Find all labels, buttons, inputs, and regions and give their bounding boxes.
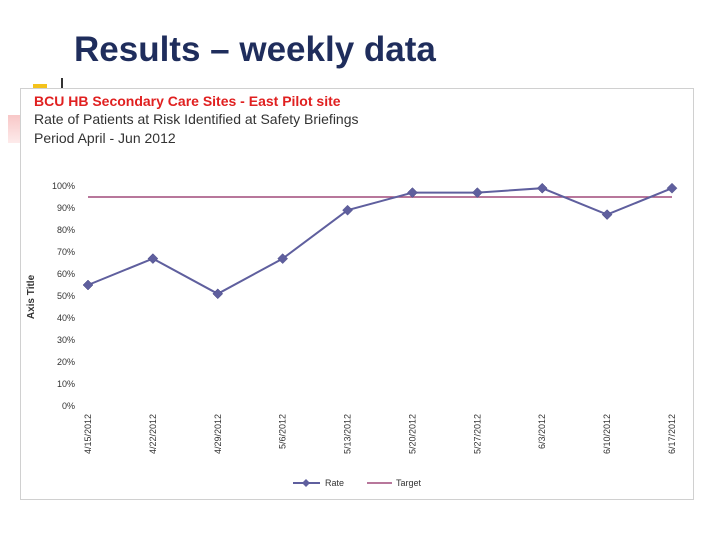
rate-point-marker [212, 288, 224, 300]
y-tick-label: 10% [57, 379, 75, 389]
y-tick-label: 20% [57, 357, 75, 367]
rate-point-marker [82, 279, 94, 291]
y-tick-label: 70% [57, 247, 75, 257]
rate-point-marker [342, 204, 353, 216]
chart-frame [20, 88, 694, 500]
rate-point-marker [147, 253, 159, 264]
x-tick-label: 6/3/2012 [537, 414, 547, 449]
legend-target-label: Target [396, 478, 422, 488]
rate-point-marker [407, 187, 418, 198]
y-tick-label: 100% [52, 181, 75, 191]
y-tick-label: 30% [57, 335, 75, 345]
rate-point-marker [601, 209, 613, 220]
x-tick-label: 5/27/2012 [472, 414, 482, 454]
y-tick-label: 80% [57, 225, 75, 235]
rate-point-marker [277, 253, 289, 264]
decorative-tick [61, 78, 63, 92]
y-tick-label: 0% [62, 401, 75, 411]
legend-rate-marker [302, 479, 310, 487]
y-tick-label: 50% [57, 291, 75, 301]
slide-title: Results – weekly data [74, 30, 436, 69]
chart-period: Period April - Jun 2012 [34, 130, 176, 146]
y-tick-label: 90% [57, 203, 75, 213]
x-tick-label: 6/17/2012 [667, 414, 677, 454]
y-axis-title: Axis Title [26, 274, 37, 319]
rate-point-marker [471, 187, 483, 198]
rate-point-marker [536, 182, 548, 194]
x-tick-label: 6/10/2012 [602, 414, 612, 454]
x-tick-label: 4/22/2012 [148, 414, 158, 454]
chart-subtitle: Rate of Patients at Risk Identified at S… [34, 111, 359, 127]
y-tick-label: 60% [57, 269, 75, 279]
rate-point-marker [666, 182, 678, 194]
y-tick-label: 40% [57, 313, 75, 323]
x-tick-label: 5/20/2012 [407, 414, 417, 454]
decorative-accent-pink [8, 115, 20, 143]
x-tick-label: 4/29/2012 [213, 414, 223, 454]
x-tick-label: 5/13/2012 [343, 414, 353, 454]
x-tick-label: 4/15/2012 [83, 414, 93, 454]
series-rate-line [87, 187, 673, 295]
x-tick-label: 5/6/2012 [278, 414, 288, 449]
chart-title: BCU HB Secondary Care Sites - East Pilot… [34, 93, 341, 109]
legend-rate-label: Rate [325, 478, 344, 488]
